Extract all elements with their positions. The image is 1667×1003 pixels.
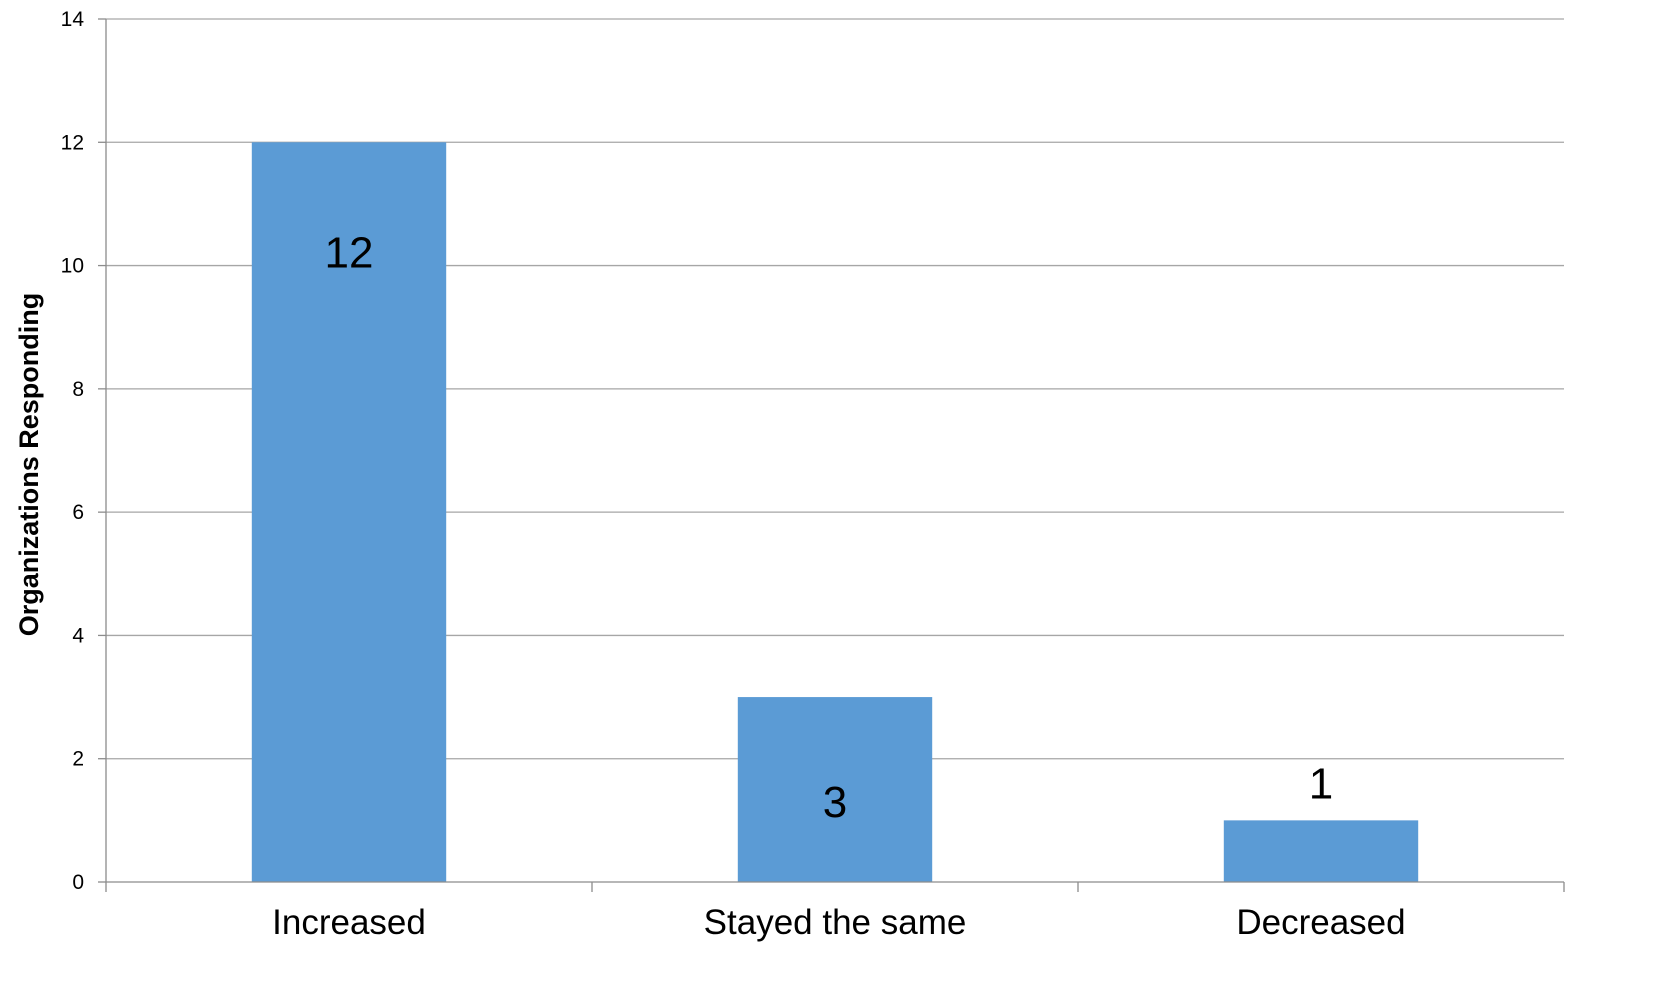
- y-tick-label: 4: [72, 624, 84, 647]
- bar: [737, 697, 933, 882]
- y-tick-label: 14: [61, 8, 85, 31]
- x-tick-label: Stayed the same: [704, 903, 967, 942]
- data-labels: 12 3 1: [325, 228, 1334, 827]
- y-tick-label: 6: [72, 501, 84, 524]
- x-tick-label: Decreased: [1236, 903, 1405, 942]
- data-label: 1: [1309, 759, 1333, 808]
- x-tick-labels: Increased Stayed the same Decreased: [272, 903, 1405, 942]
- y-tick-label: 2: [72, 748, 84, 771]
- data-label: 12: [325, 228, 374, 277]
- bar: [1223, 820, 1419, 882]
- y-axis-title: Organizations Responding: [14, 293, 44, 637]
- y-tick-label: 10: [61, 255, 84, 278]
- y-tick-label: 0: [72, 871, 84, 894]
- axes: [98, 18, 1565, 892]
- y-tick-label: 8: [72, 378, 84, 401]
- bars: [251, 142, 1419, 883]
- x-tick-label: Increased: [272, 903, 426, 942]
- data-label: 3: [823, 778, 847, 827]
- y-tick-label: 12: [61, 131, 84, 154]
- bar: [251, 142, 447, 883]
- y-tick-labels: 0 2 4 6 8 10 12 14: [61, 8, 85, 894]
